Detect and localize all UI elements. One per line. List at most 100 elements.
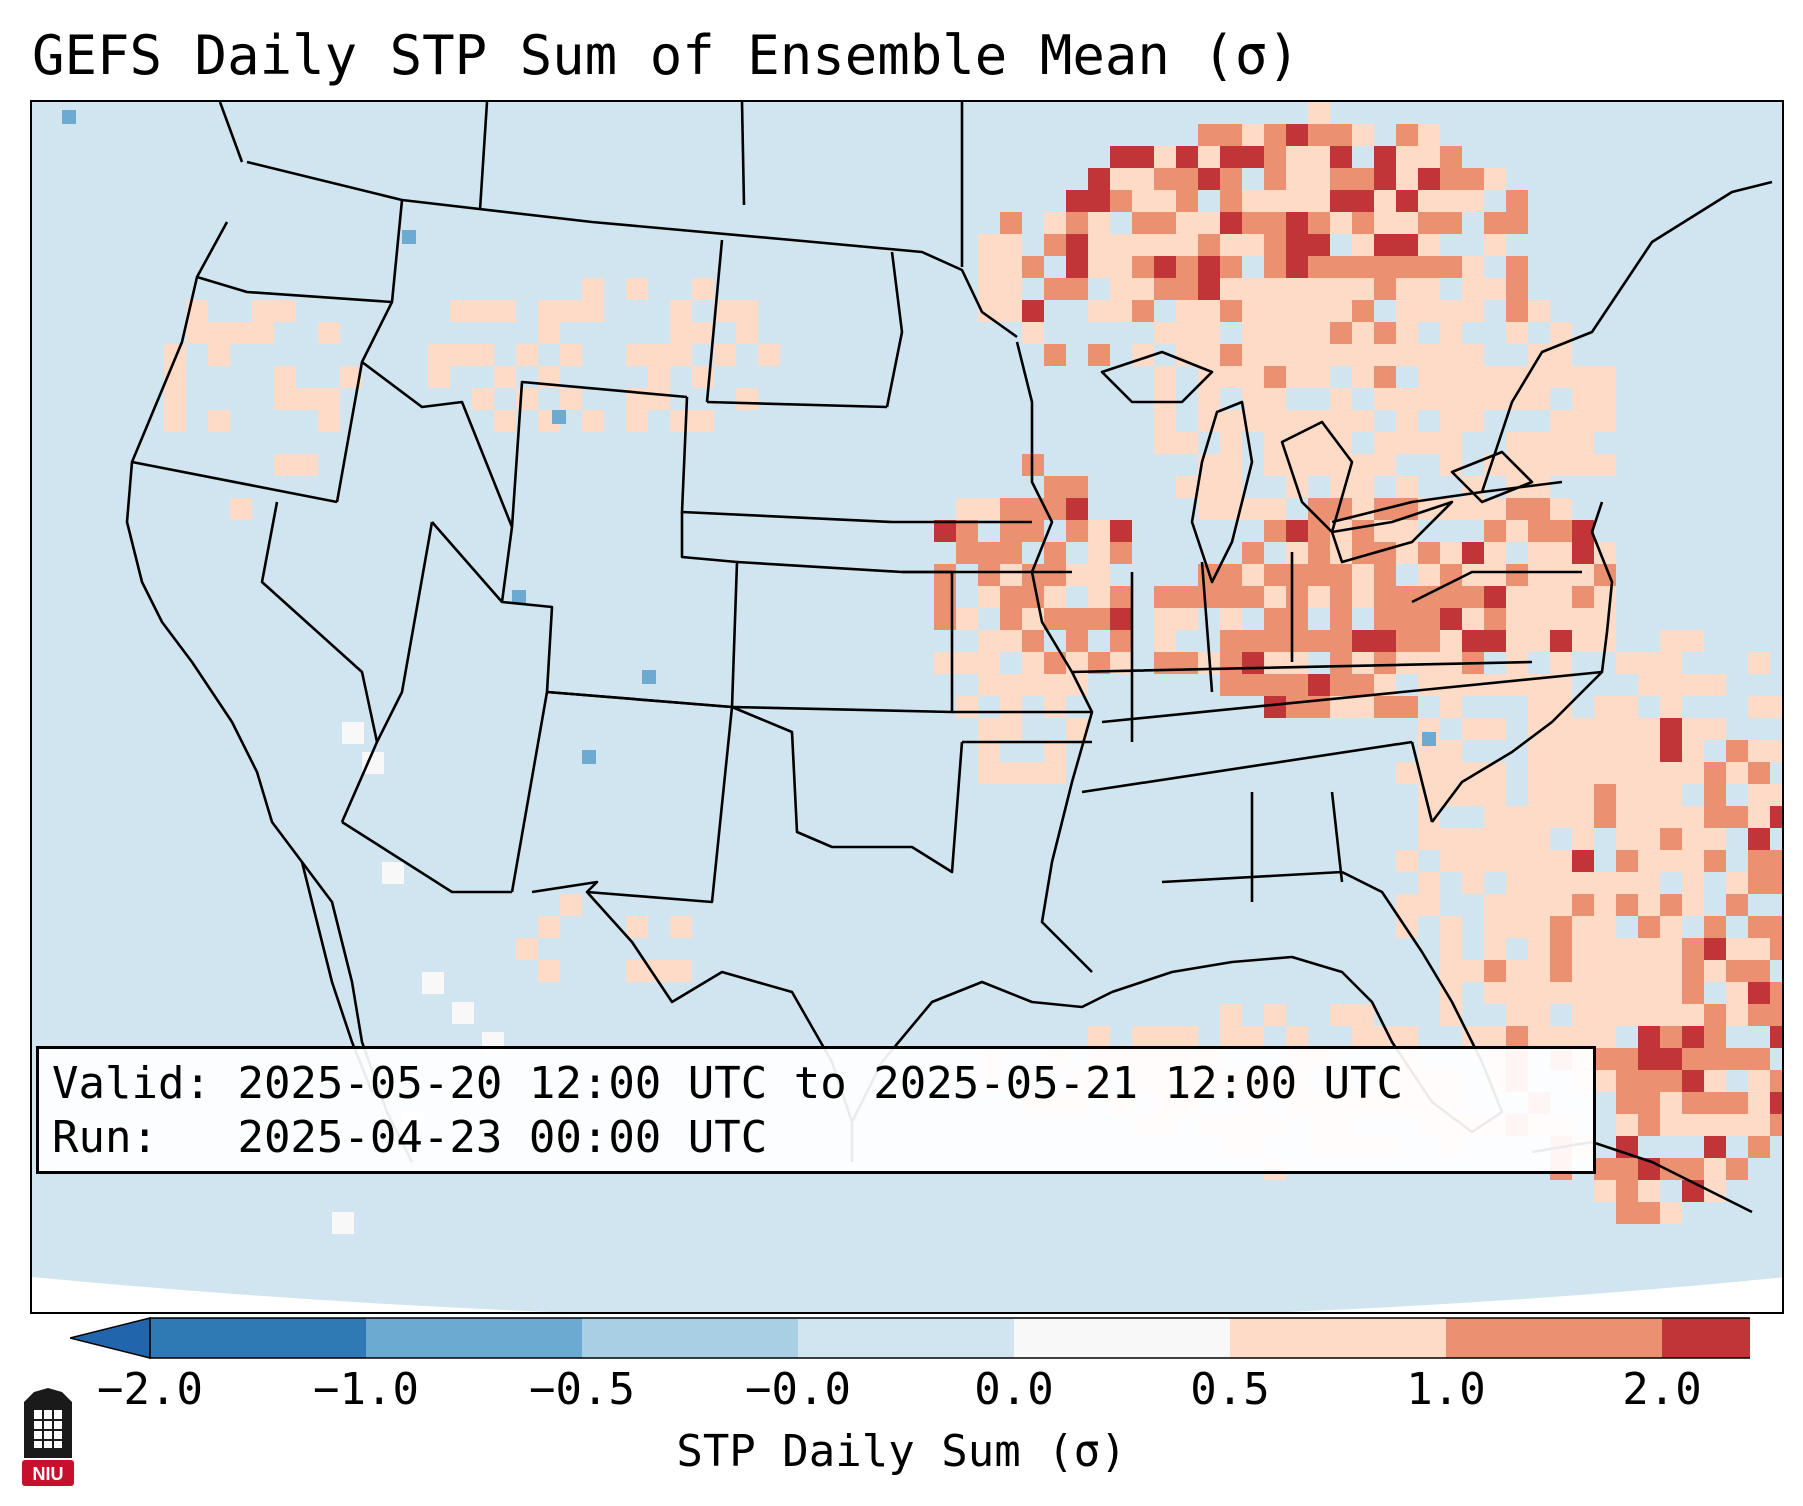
central-east-states: [892, 520, 1603, 902]
stp-cell: [1396, 586, 1418, 608]
stp-cell: [62, 110, 76, 124]
stp-cell: [1396, 608, 1418, 630]
stp-cell: [1066, 674, 1088, 696]
stp-cell: [1352, 278, 1374, 300]
stp-cell: [582, 300, 604, 322]
stp-cell: [1330, 454, 1352, 476]
stp-cell: [1264, 652, 1286, 674]
stp-cell: [1088, 586, 1110, 608]
stp-cell: [1000, 520, 1022, 542]
stp-cell: [1550, 982, 1572, 1004]
stp-cell: [1286, 366, 1308, 388]
stp-cell: [1770, 938, 1782, 960]
stp-cell: [1594, 1004, 1616, 1026]
stp-cell: [1286, 674, 1308, 696]
stp-cell: [1286, 190, 1308, 212]
stp-cell: [1352, 564, 1374, 586]
stp-cell: [1528, 454, 1550, 476]
stp-cell: [1176, 608, 1198, 630]
stp-cell: [1748, 916, 1770, 938]
stp-cell: [552, 410, 566, 424]
stp-cell: [1418, 828, 1440, 850]
stp-cell: [1528, 1026, 1550, 1048]
stp-cell: [1572, 630, 1594, 652]
stp-cell: [1154, 322, 1176, 344]
stp-cell: [648, 388, 670, 410]
stp-cell: [538, 916, 560, 938]
stp-cell: [1022, 762, 1044, 784]
stp-cell: [1682, 762, 1704, 784]
stp-cell: [1506, 498, 1528, 520]
stp-cell: [1264, 212, 1286, 234]
stp-cell: [978, 586, 1000, 608]
stp-cell: [1594, 916, 1616, 938]
colorbar-bin: [1662, 1318, 1750, 1358]
stp-cell: [1528, 586, 1550, 608]
stp-cell: [1352, 520, 1374, 542]
stp-cell: [1242, 190, 1264, 212]
stp-cell: [670, 410, 692, 432]
stp-cell: [1638, 982, 1660, 1004]
stp-cell: [1330, 696, 1352, 718]
stp-cell: [1550, 872, 1572, 894]
stp-cell: [1748, 872, 1770, 894]
stp-cell: [1616, 850, 1638, 872]
stp-cell: [1352, 586, 1374, 608]
stp-cell: [538, 300, 560, 322]
stp-cell: [538, 322, 560, 344]
stp-cell: [1330, 564, 1352, 586]
stp-cell: [692, 278, 714, 300]
stp-cell: [1352, 410, 1374, 432]
idaho-lines: [335, 199, 514, 528]
stp-cell: [1550, 564, 1572, 586]
stp-cell: [494, 410, 516, 432]
stp-cell: [1484, 960, 1506, 982]
stp-cell: [1550, 784, 1572, 806]
stp-cell: [1352, 476, 1374, 498]
stp-cell: [516, 938, 538, 960]
stp-cell: [956, 696, 978, 718]
stp-cell: [1704, 916, 1726, 938]
colorbar-tick-labels: −2.0 −1.0 −0.5 −0.0 0.0 0.5 1.0 2.0: [0, 1362, 1803, 1422]
stp-cell: [1396, 256, 1418, 278]
stp-cell: [1462, 300, 1484, 322]
niu-logo: NIU: [22, 1388, 74, 1486]
stp-cell: [1638, 1092, 1660, 1114]
stp-cell: [1528, 960, 1550, 982]
stp-cell: [1264, 454, 1286, 476]
stp-cell: [1594, 1026, 1616, 1048]
ca-nv-border: [260, 501, 379, 743]
stp-cell: [1550, 410, 1572, 432]
stp-cell: [1242, 388, 1264, 410]
stp-cell: [1066, 256, 1088, 278]
stp-cell: [1616, 718, 1638, 740]
stp-cell: [1660, 630, 1682, 652]
stp-cell: [1374, 344, 1396, 366]
stp-cell: [956, 542, 978, 564]
stp-cell: [1154, 190, 1176, 212]
stp-cell: [670, 322, 692, 344]
stp-cell: [1286, 256, 1308, 278]
stp-cell: [560, 894, 582, 916]
stp-cell: [1638, 960, 1660, 982]
stp-cell: [1352, 168, 1374, 190]
stp-cell: [472, 344, 494, 366]
stp-cell: [1220, 234, 1242, 256]
stp-cell: [1572, 564, 1594, 586]
stp-cell: [1506, 806, 1528, 828]
stp-cell: [1770, 850, 1782, 872]
stp-cell: [1330, 388, 1352, 410]
wa-or-border: [196, 275, 393, 304]
stp-cell: [1682, 894, 1704, 916]
stp-cell: [1440, 432, 1462, 454]
stp-cell: [1572, 916, 1594, 938]
stp-cell: [978, 652, 1000, 674]
stp-cell: [208, 410, 230, 432]
stp-cell: [1616, 1158, 1638, 1180]
stp-cell: [1616, 1070, 1638, 1092]
colorbar-tick-label: −0.0: [745, 1364, 851, 1415]
stp-cell: [1528, 982, 1550, 1004]
stp-cell: [1770, 696, 1782, 718]
stp-cell: [1506, 212, 1528, 234]
stp-cell: [1242, 344, 1264, 366]
